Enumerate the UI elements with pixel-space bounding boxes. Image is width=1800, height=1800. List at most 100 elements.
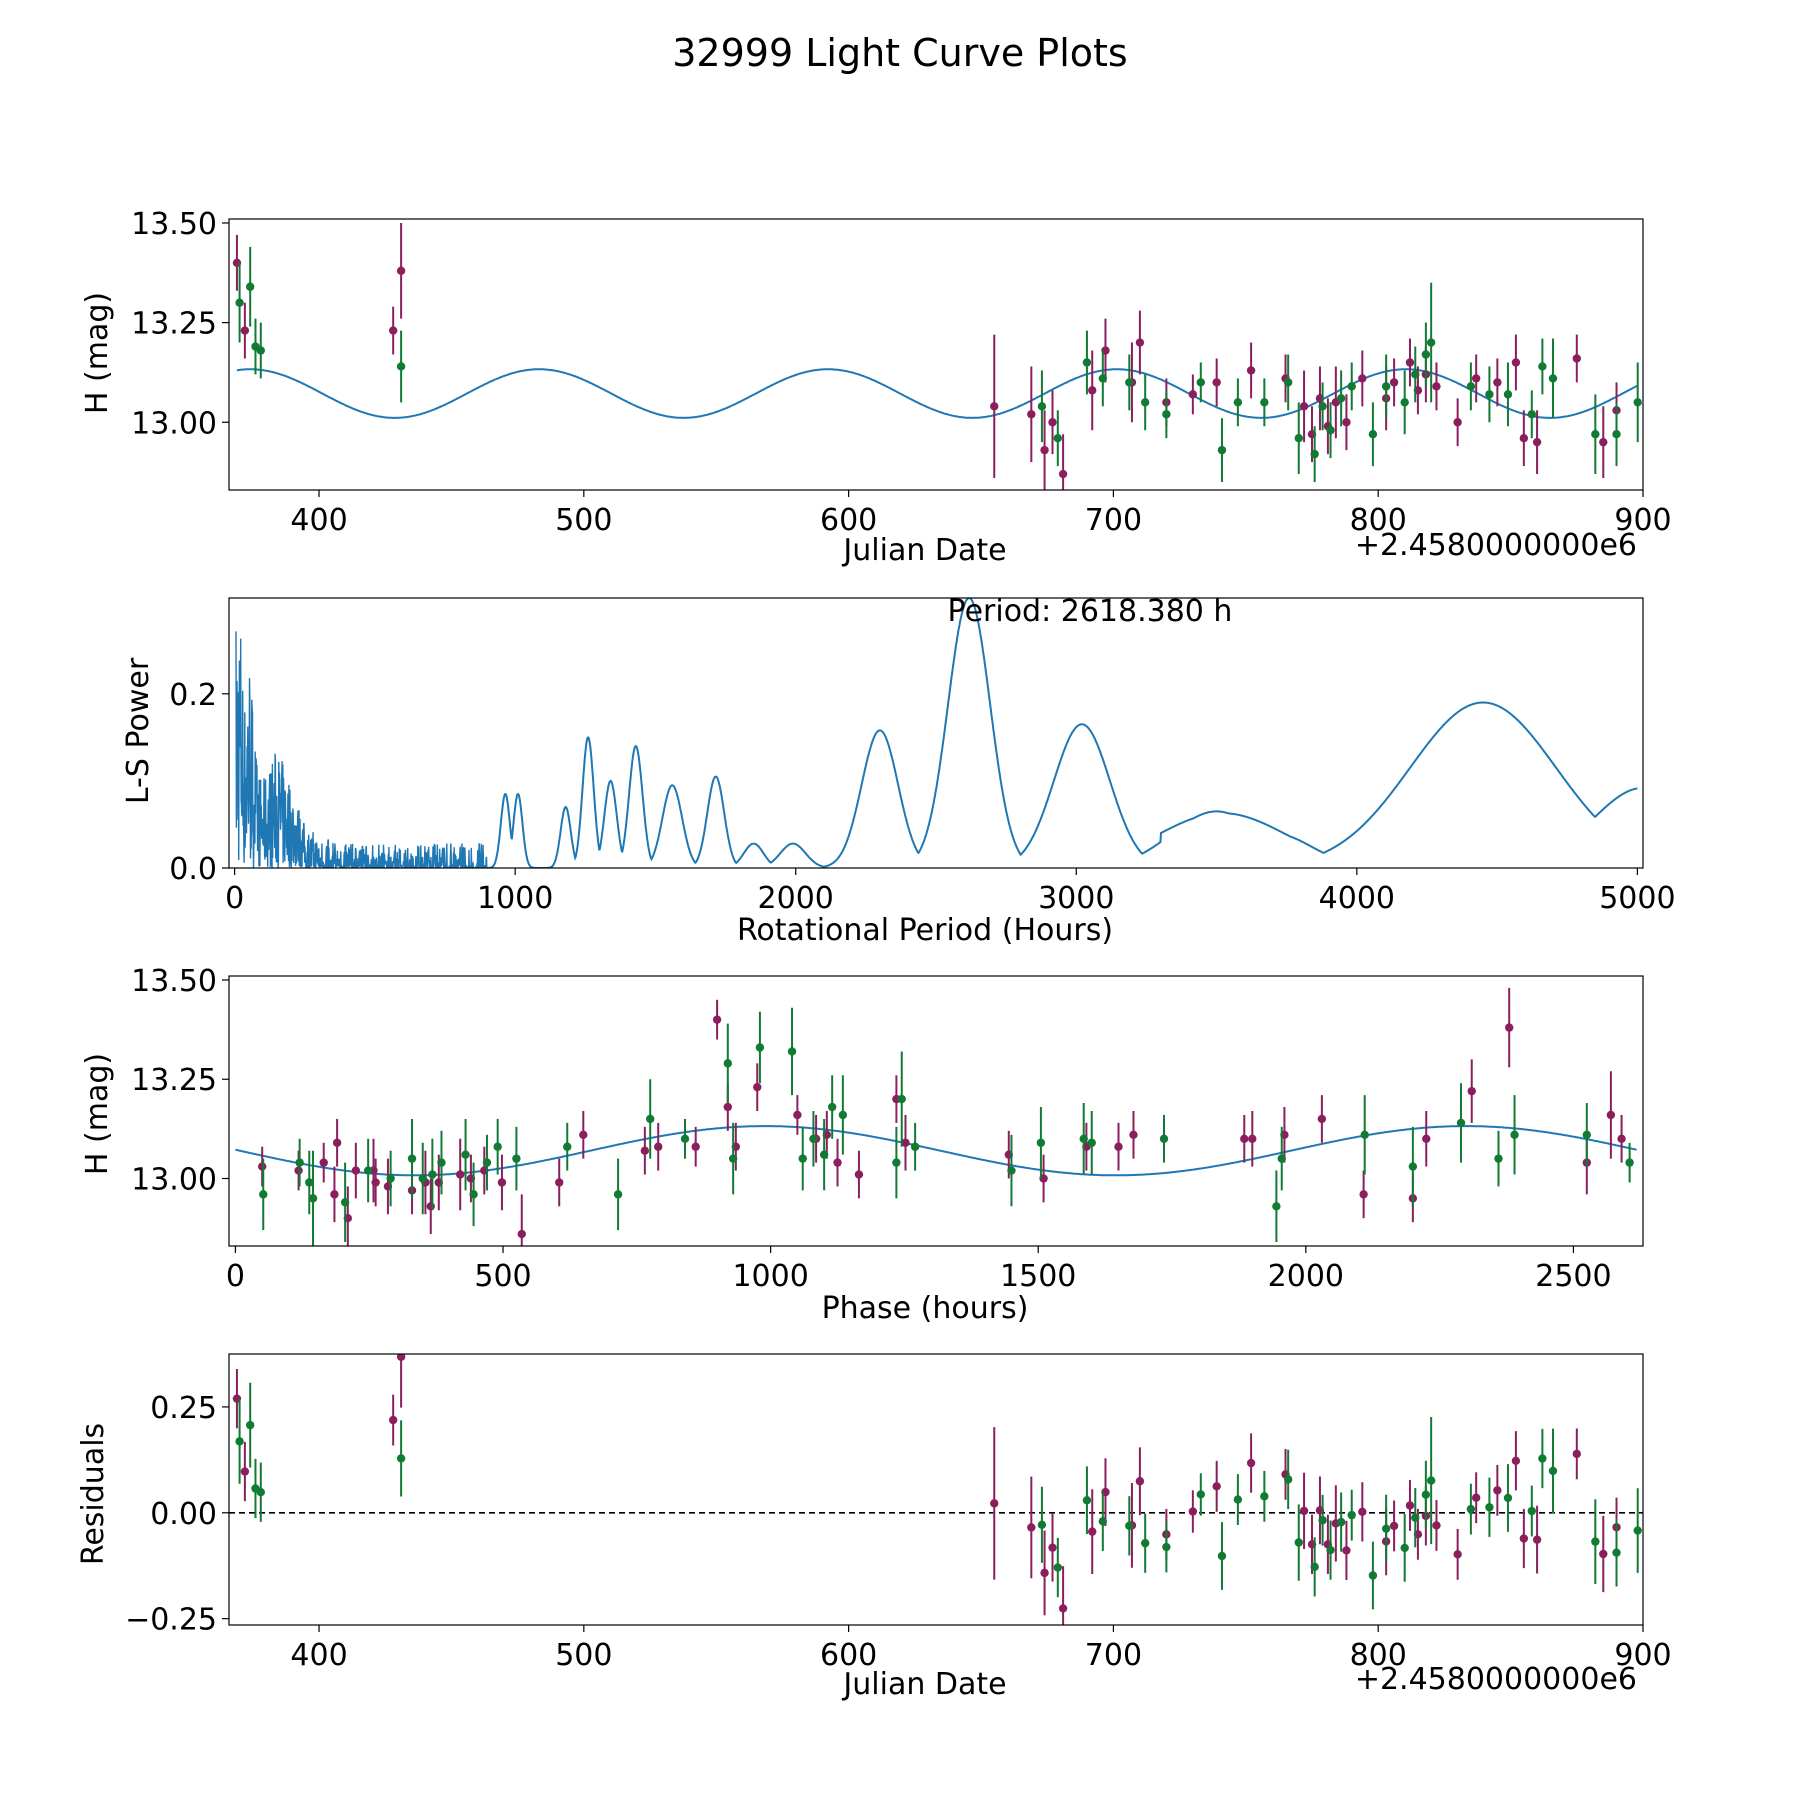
phased-curve-point [728, 1154, 738, 1163]
light-curve-point [1591, 430, 1600, 439]
phased-curve-point [482, 1158, 492, 1167]
phased-curve-point [833, 1158, 842, 1167]
residuals-point [1233, 1495, 1243, 1504]
residuals-point [1411, 1513, 1420, 1522]
light-curve-point [1493, 378, 1502, 387]
residuals-point [1532, 1535, 1542, 1544]
light-curve-point [1040, 445, 1049, 455]
periodogram-ytick-label: 0.2 [169, 678, 217, 713]
phased-curve-point [332, 1138, 342, 1147]
phased-curve-point [305, 1178, 314, 1187]
phased-curve-point [1159, 1134, 1169, 1143]
residuals-point [396, 1354, 406, 1361]
light-curve-point [1519, 433, 1529, 443]
phased-curve-point [257, 1162, 267, 1171]
phased-curve-point [1456, 1118, 1466, 1128]
light-curve-xtick-label: 900 [1614, 503, 1671, 538]
phased-curve-xtick-label: 0 [226, 1259, 245, 1294]
light-curve-point [1342, 418, 1351, 427]
residuals-points [232, 1354, 1642, 1625]
phased-curve-point [723, 1059, 733, 1068]
phased-curve-point [1606, 1110, 1616, 1120]
phased-curve-point [1617, 1134, 1626, 1143]
phased-curve-point [1494, 1154, 1503, 1163]
residuals-frame [228, 1353, 1644, 1626]
periodogram-line [487, 598, 1638, 868]
light-curve-point [1411, 370, 1420, 379]
figure-title: 32999 Light Curve Plots [672, 31, 1127, 75]
residuals-ytick-label: 0.00 [150, 1497, 217, 1532]
phased-curve-point [753, 1082, 762, 1092]
phased-curve-point [319, 1158, 328, 1167]
periodogram-panel: 0 1000 2000 3000 4000 5000 0.0 0.2 Period: 2618… [121, 594, 1676, 948]
phased-curve-ylabel: H (mag) [80, 1053, 115, 1175]
residuals-point [1260, 1492, 1269, 1501]
residuals-point [1612, 1548, 1621, 1557]
phased-curve-point [351, 1166, 361, 1175]
phased-curve-point [386, 1174, 395, 1183]
phased-curve-point [340, 1198, 350, 1207]
phased-curve-point [426, 1202, 435, 1211]
residuals-point [1058, 1604, 1068, 1613]
residuals-point [1466, 1504, 1476, 1514]
residuals-point [1493, 1486, 1502, 1495]
light-curve-point [1162, 410, 1171, 419]
periodogram-ylabel: L-S Power [121, 657, 156, 804]
residuals-point [1053, 1563, 1063, 1572]
residuals-point [1294, 1538, 1303, 1547]
residuals-axes: 400 500 600 700 800 900 −0.25 0.00 0.25 [125, 1353, 1672, 1673]
light-curve-xtick-label: 800 [1350, 503, 1407, 538]
residuals-point [388, 1415, 398, 1425]
residuals-point [1082, 1496, 1092, 1505]
residuals-point [1040, 1568, 1049, 1578]
light-curve-point [1082, 358, 1092, 367]
light-curve-point [1381, 382, 1391, 391]
phased-curve-point [646, 1114, 655, 1124]
phased-curve-point [418, 1174, 427, 1183]
light-curve-point [1538, 362, 1547, 371]
light-curve-point [1527, 410, 1536, 419]
residuals-point [1471, 1493, 1481, 1502]
light-curve-points [232, 222, 1642, 490]
residuals-xtick-label: 900 [1614, 1638, 1671, 1673]
residuals-point [1027, 1523, 1036, 1532]
light-curve-point [396, 266, 406, 276]
residuals-point [396, 1454, 406, 1463]
phased-curve-point [854, 1170, 864, 1179]
residuals-point [1140, 1538, 1150, 1548]
light-curve-point [1098, 374, 1108, 383]
light-curve-point [1572, 354, 1582, 363]
phased-curve-points [257, 987, 1634, 1246]
phased-curve-point [723, 1102, 733, 1112]
phased-curve-panel: 0 500 1000 1500 2000 2500 13.00 13.25 13.50 Phas… [80, 964, 1644, 1326]
residuals-point [235, 1437, 244, 1446]
light-curve-x-offset: +2.4580000000e6 [1355, 528, 1637, 563]
light-curve-point [1485, 390, 1494, 399]
light-curve-point [1599, 437, 1608, 447]
residuals-point [245, 1420, 255, 1430]
phased-curve-point [1317, 1114, 1327, 1124]
phased-curve-point [1408, 1162, 1418, 1171]
light-curve-fit-line [236, 368, 1639, 419]
residuals-xtick-label: 800 [1350, 1638, 1407, 1673]
residuals-point [1098, 1517, 1108, 1526]
phased-curve-point [579, 1130, 588, 1140]
phased-curve-point [1510, 1130, 1519, 1140]
light-curve-point [388, 326, 398, 335]
residuals-marks [229, 1354, 1643, 1625]
light-curve-point [990, 402, 999, 411]
light-curve-point [1294, 433, 1303, 443]
light-curve-point [1310, 449, 1319, 459]
phased-curve-point [308, 1194, 318, 1203]
phased-curve-xtick-label: 1000 [732, 1259, 808, 1294]
light-curve-point [235, 298, 244, 307]
light-curve-point [1217, 445, 1227, 455]
residuals-point [1519, 1534, 1529, 1543]
residuals-point [1326, 1545, 1335, 1555]
light-curve-point [256, 346, 265, 355]
light-curve-point [1212, 378, 1221, 387]
phased-curve-point [827, 1102, 837, 1112]
phased-curve-point [691, 1142, 700, 1151]
light-curve-ytick-label: 13.50 [131, 207, 217, 242]
phased-curve-fit-line [235, 1125, 1637, 1177]
